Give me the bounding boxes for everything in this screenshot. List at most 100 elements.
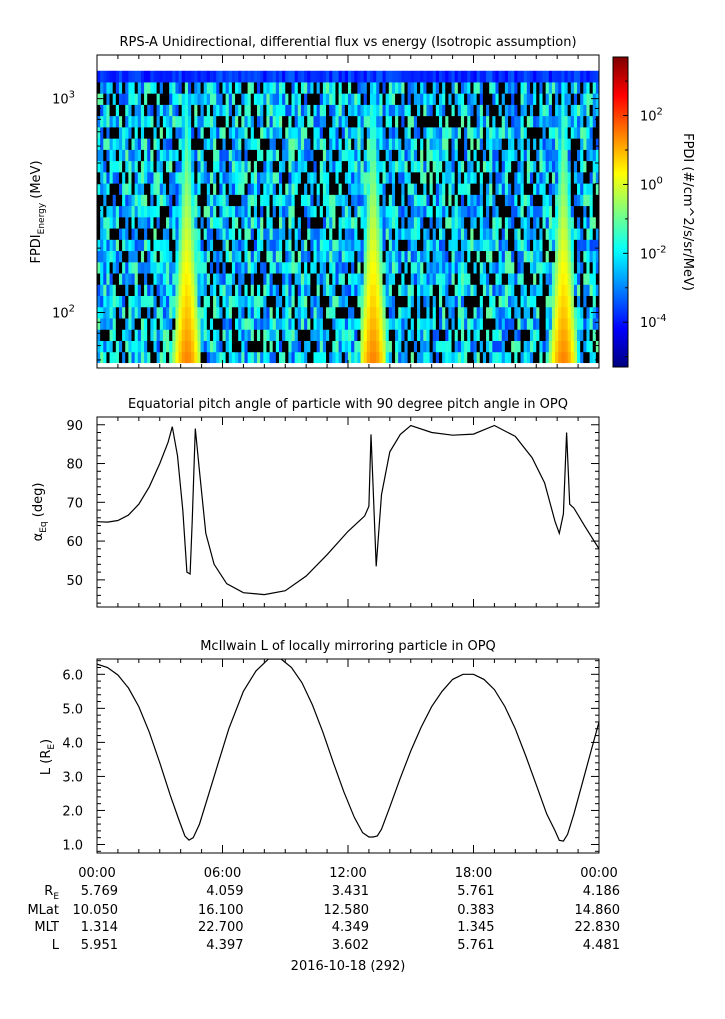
heatmap-cell: [523, 261, 528, 274]
heatmap-cell: [209, 115, 214, 128]
heatmap-cell: [137, 306, 142, 319]
heatmap-cell: [166, 149, 170, 162]
heatmap-cell: [376, 149, 380, 162]
heatmap-cell: [156, 160, 161, 173]
heatmap-cell: [429, 126, 434, 139]
heatmap-cell: [244, 284, 248, 297]
heatmap-cell: [137, 261, 142, 274]
heatmap-cell: [200, 70, 205, 83]
heatmap-cell: [169, 216, 173, 229]
heatmap-cell: [275, 82, 280, 94]
heatmap-cell: [589, 126, 594, 139]
heatmap-cell: [388, 306, 393, 319]
heatmap-cell: [435, 250, 440, 263]
heatmap-cell: [282, 160, 286, 173]
heatmap-cell: [511, 284, 515, 297]
heatmap-cell: [206, 239, 211, 252]
spectrogram-x-ticks: [96, 55, 600, 368]
heatmap-cell: [426, 284, 430, 297]
heatmap-cell: [511, 171, 515, 184]
heatmap-cell: [310, 261, 314, 274]
heatmap-cell: [313, 115, 318, 128]
heatmap-cell: [592, 205, 597, 218]
heatmap-cell: [166, 138, 170, 150]
heatmap-cell: [272, 329, 277, 341]
heatmap-cell: [404, 160, 409, 173]
heatmap-cell: [555, 115, 559, 128]
heatmap-cell: [558, 149, 562, 162]
heatmap-cell: [260, 284, 264, 297]
ephemeris-label-mlt: MLT: [34, 920, 59, 935]
heatmap-cell: [545, 306, 550, 319]
heatmap-cell: [492, 183, 496, 195]
heatmap-cell: [564, 306, 569, 319]
heatmap-cell: [366, 329, 371, 341]
heatmap-cell: [504, 295, 509, 308]
heatmap-cell: [153, 126, 158, 139]
heatmap-cell: [316, 306, 321, 319]
heatmap-cell: [514, 318, 518, 330]
ephemeris-row-labels: RE MLat MLT L: [27, 884, 59, 953]
heatmap-cell: [313, 160, 318, 173]
heatmap-cell: [137, 228, 142, 240]
heatmap-cell: [244, 138, 248, 150]
heatmap-cell: [166, 329, 170, 341]
heatmap-cell: [304, 104, 308, 117]
heatmap-cell: [577, 104, 581, 117]
heatmap-cell: [144, 93, 148, 105]
heatmap-cell: [263, 306, 267, 319]
heatmap-cell: [460, 273, 465, 285]
heatmap-cell: [200, 82, 205, 94]
heatmap-cell: [103, 261, 107, 274]
heatmap-cell: [97, 126, 101, 139]
heatmap-cell: [112, 138, 117, 150]
heatmap-cell: [382, 93, 387, 105]
heatmap-cell: [147, 250, 151, 263]
heatmap-cell: [118, 351, 123, 364]
heatmap-cell: [404, 295, 409, 308]
heatmap-cell: [363, 93, 368, 105]
heatmap-cell: [228, 183, 233, 195]
heatmap-cell: [369, 149, 374, 162]
heatmap-cell: [297, 115, 302, 128]
heatmap-cell: [435, 261, 440, 274]
heatmap-cell: [567, 351, 572, 364]
heatmap-cell: [366, 126, 371, 139]
heatmap-cell: [341, 138, 346, 150]
heatmap-cell: [275, 250, 280, 263]
heatmap-cell: [147, 194, 151, 207]
heatmap-cell: [504, 82, 509, 94]
heatmap-cell: [382, 351, 387, 364]
heatmap-cell: [351, 126, 355, 139]
heatmap-cell: [206, 205, 211, 218]
heatmap-cell: [526, 149, 531, 162]
heatmap-cell: [144, 239, 148, 252]
heatmap-cell: [595, 318, 599, 330]
heatmap-cell: [417, 115, 421, 128]
heatmap-cell: [511, 250, 515, 263]
heatmap-cell: [533, 216, 537, 229]
heatmap-cell: [580, 160, 584, 173]
heatmap-cell: [238, 295, 242, 308]
heatmap-cell: [231, 318, 236, 330]
heatmap-cell: [363, 340, 368, 353]
heatmap-cell: [213, 205, 217, 218]
heatmap-cell: [181, 126, 186, 139]
heatmap-cell: [354, 216, 358, 229]
heatmap-cell: [548, 273, 553, 285]
heatmap-cell: [580, 318, 584, 330]
heatmap-cell: [203, 93, 208, 105]
heatmap-cell: [187, 149, 192, 162]
heatmap-cell: [357, 138, 361, 150]
heatmap-cell: [357, 351, 361, 364]
heatmap-cell: [420, 93, 424, 105]
heatmap-cell: [432, 160, 437, 173]
heatmap-cell: [197, 205, 201, 218]
heatmap-cell: [326, 295, 330, 308]
heatmap-cell: [137, 284, 142, 297]
heatmap-cell: [231, 160, 236, 173]
heatmap-cell: [438, 318, 443, 330]
heatmap-cell: [209, 216, 214, 229]
heatmap-cell: [514, 261, 518, 274]
heatmap-cell: [203, 295, 208, 308]
